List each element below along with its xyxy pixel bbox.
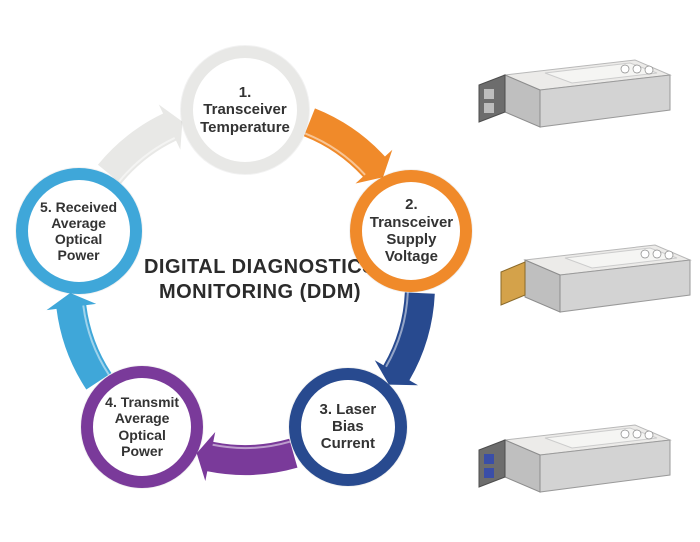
cycle-node-label: 1. Transceiver Temperature [200,84,290,136]
cycle-node-1: 1. Transceiver Temperature [181,46,309,174]
sfp-module-2 [495,240,685,310]
diagram-title: DIGITAL DIAGNOSTICS MONITORING (DDM) [140,255,380,305]
cycle-node-5: 5. Received Average Optical Power [16,168,142,294]
cycle-node-4: 4. Transmit Average Optical Power [81,366,203,488]
sfp-icon [475,420,675,510]
cycle-node-3: 3. Laser Bias Current [289,368,407,486]
sfp-icon [475,55,675,145]
cycle-node-2: 2. Transceiver Supply Voltage [350,170,472,292]
cycle-arrow [197,432,298,481]
diagram-title-line2: MONITORING (DDM) [140,280,380,305]
cycle-node-label: 2. Transceiver Supply Voltage [370,196,453,265]
cycle-arrow [98,105,182,184]
ddm-cycle-diagram: DIGITAL DIAGNOSTICS MONITORING (DDM) 1. … [0,0,480,537]
sfp-module-1 [475,55,665,125]
cycle-arrow [47,293,112,389]
cycle-node-label: 5. Received Average Optical Power [40,199,117,263]
sfp-icon [495,240,695,330]
diagram-title-line1: DIGITAL DIAGNOSTICS [140,255,380,280]
cycle-arrow [375,292,435,385]
sfp-module-3 [475,420,665,490]
cycle-node-label: 4. Transmit Average Optical Power [105,394,179,458]
cycle-arrow [304,108,392,183]
cycle-node-label: 3. Laser Bias Current [311,401,385,453]
